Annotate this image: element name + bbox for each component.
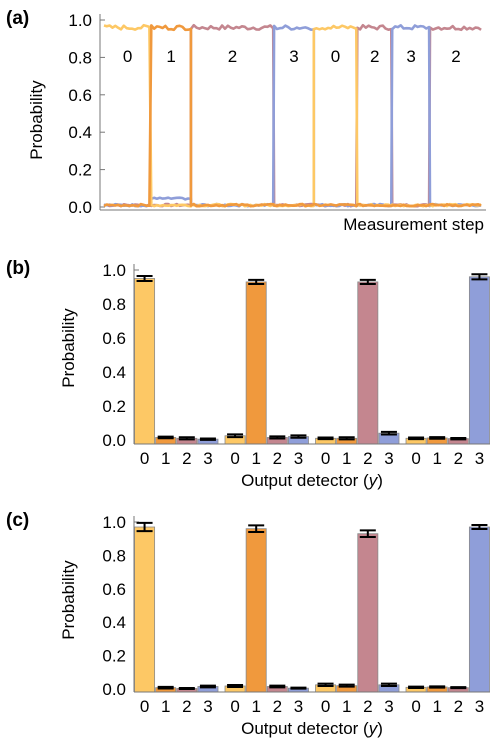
x-tick-label: 2	[273, 697, 282, 716]
x-tick-label: 2	[454, 697, 463, 716]
bar	[245, 281, 267, 445]
segment-label: 3	[406, 47, 415, 66]
x-axis-title-b-prefix: Output detector (	[241, 471, 369, 490]
x-axis-title-c-suffix: )	[377, 719, 383, 738]
x-tick-label: 0	[140, 449, 149, 468]
y-tick-label: 1.0	[102, 513, 126, 532]
bar	[134, 278, 156, 445]
y-tick-label: 0.8	[68, 48, 92, 67]
segment-label: 2	[228, 47, 237, 66]
x-tick-label: 3	[475, 697, 484, 716]
chart-a: (a) Probability 0.0 0.2 0.4 0.6 0.8 1.0 0 1 2 3 0…	[6, 8, 486, 234]
x-tick-label: 2	[182, 697, 191, 716]
segment-label: 0	[331, 47, 340, 66]
x-tick-label: 2	[363, 449, 372, 468]
x-tick-label: 0	[230, 449, 239, 468]
segment-label: 2	[370, 47, 379, 66]
bar	[357, 533, 379, 693]
x-axis-title-a: Measurement step	[343, 215, 484, 234]
bar	[134, 526, 156, 693]
x-tick-label: 3	[384, 449, 393, 468]
bar	[468, 526, 490, 693]
y-tick-label: 1.0	[68, 11, 92, 30]
y-tick-label: 0.6	[68, 86, 92, 105]
x-tick-label: 0	[411, 449, 420, 468]
x-tick-label: 0	[321, 449, 330, 468]
series-line	[103, 24, 482, 208]
y-tick-label: 0.2	[102, 397, 126, 416]
y-axis-title-b: Probability	[59, 308, 78, 388]
x-axis-title-b-suffix: )	[377, 471, 383, 490]
y-tick-label: 0.4	[68, 123, 92, 142]
x-tick-label: 3	[294, 449, 303, 468]
x-tick-label: 1	[342, 697, 351, 716]
x-axis-title-b-var: y	[368, 471, 379, 490]
x-tick-label: 0	[230, 697, 239, 716]
x-tick-label: 3	[475, 449, 484, 468]
y-tick-label: 0.4	[102, 363, 126, 382]
y-tick-label: 0.2	[68, 161, 92, 180]
x-tick-label: 1	[432, 697, 441, 716]
segment-label: 1	[166, 47, 175, 66]
x-tick-label: 1	[161, 449, 170, 468]
segment-label: 0	[123, 47, 132, 66]
x-tick-label: 0	[140, 697, 149, 716]
y-tick-label: 1.0	[102, 261, 126, 280]
bar	[245, 528, 267, 693]
x-axis-title-c: Output detector (y)	[241, 719, 383, 738]
x-tick-label: 1	[342, 449, 351, 468]
x-axis-title-c-var: y	[368, 719, 379, 738]
y-tick-label: 0.6	[102, 580, 126, 599]
x-tick-label: 2	[273, 449, 282, 468]
panel-label-c: (c)	[6, 510, 29, 531]
x-axis-title-b: Output detector (y)	[241, 471, 383, 490]
panel-label-a: (a)	[6, 8, 29, 29]
segment-label: 2	[451, 47, 460, 66]
y-tick-label: 0.8	[102, 295, 126, 314]
y-tick-label: 0.2	[102, 647, 126, 666]
x-tick-label: 1	[432, 449, 441, 468]
y-axis-title-c: Probability	[59, 560, 78, 640]
y-tick-label: 0.8	[102, 546, 126, 565]
y-tick-label: 0.6	[102, 329, 126, 348]
x-tick-label: 2	[454, 449, 463, 468]
x-tick-label: 1	[251, 449, 260, 468]
x-tick-label: 2	[182, 449, 191, 468]
segment-label: 3	[289, 47, 298, 66]
y-tick-label: 0.4	[102, 613, 126, 632]
x-tick-label: 3	[294, 697, 303, 716]
bar	[357, 281, 379, 445]
x-tick-label: 3	[203, 449, 212, 468]
x-tick-label: 0	[411, 697, 420, 716]
x-tick-label: 3	[203, 697, 212, 716]
x-tick-label: 1	[161, 697, 170, 716]
y-axis-title-a: Probability	[27, 80, 46, 160]
x-tick-label: 1	[251, 697, 260, 716]
bar	[468, 276, 490, 445]
x-tick-label: 2	[363, 697, 372, 716]
x-tick-label: 0	[321, 697, 330, 716]
x-tick-label: 3	[384, 697, 393, 716]
x-axis-title-c-prefix: Output detector (	[241, 719, 369, 738]
y-tick-label: 0.0	[102, 431, 126, 450]
y-tick-label: 0.0	[68, 198, 92, 217]
panel-label-b: (b)	[6, 258, 30, 279]
series-line	[103, 24, 482, 208]
y-tick-label: 0.0	[102, 680, 126, 699]
